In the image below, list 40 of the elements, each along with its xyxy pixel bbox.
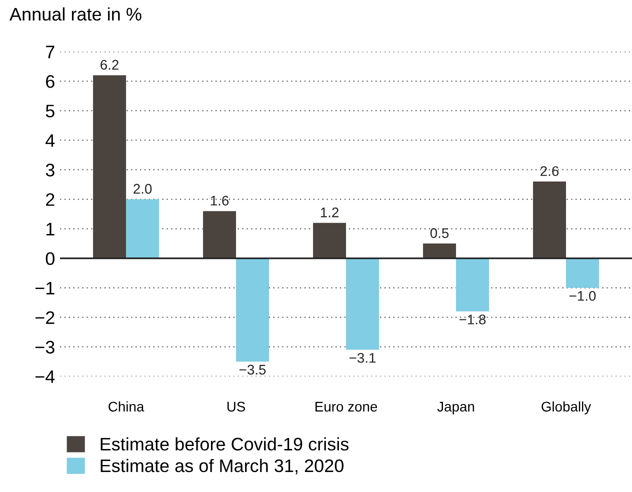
legend-label: Estimate before Covid-19 crisis (100, 437, 349, 451)
y-tick-label: 7 (46, 46, 54, 58)
bar (533, 182, 566, 258)
data-label: 2.6 (540, 166, 559, 176)
x-tick-label: US (227, 402, 246, 412)
x-tick-label: Euro zone (316, 402, 378, 412)
data-label: 6.2 (100, 60, 118, 70)
data-label: 1.6 (210, 196, 229, 206)
bar (203, 211, 236, 258)
y-tick-label: −4 (35, 370, 55, 383)
bar (346, 258, 380, 350)
data-label: 1.2 (320, 208, 338, 218)
y-tick-label: 0 (46, 252, 54, 266)
y-tick-label: 1 (46, 222, 54, 236)
x-tick-label: Globally (542, 401, 592, 414)
y-tick-label: 3 (46, 164, 54, 176)
bar (423, 244, 456, 258)
bar (313, 222, 346, 258)
y-tick-label: −3 (35, 340, 54, 354)
bar (456, 258, 490, 312)
y-axis-title: Annual rate in % (10, 7, 142, 21)
y-tick-label: 6 (46, 75, 54, 88)
data-label: 0.5 (430, 228, 449, 238)
x-tick-label: Japan (437, 402, 474, 414)
x-tick-label: China (108, 401, 144, 412)
bar (93, 75, 126, 258)
data-label: −3.1 (349, 352, 376, 363)
data-label: 2.0 (134, 184, 152, 194)
data-label: −3.5 (240, 364, 266, 375)
legend-label: Estimate as of March 31, 2020 (100, 458, 344, 474)
bar (566, 258, 599, 288)
y-tick-label: 2 (46, 193, 54, 206)
bar (126, 199, 160, 258)
data-label: −1.8 (459, 314, 486, 324)
y-tick-label: −1 (35, 282, 54, 294)
y-tick-label: −2 (35, 311, 54, 324)
bar (236, 258, 270, 362)
data-label: −1.0 (569, 290, 596, 301)
y-tick-label: 5 (46, 104, 54, 118)
y-tick-label: 4 (46, 134, 55, 147)
